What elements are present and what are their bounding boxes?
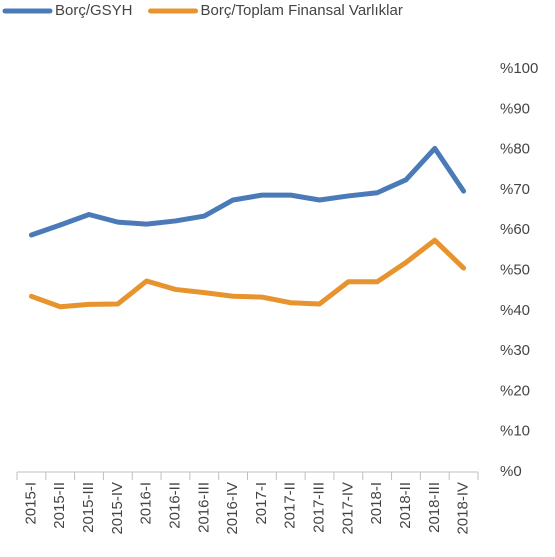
x-tick-label: 2018-IV (455, 482, 472, 535)
y-tick-label: %40 (500, 302, 530, 319)
legend-label: Borç/Toplam Finansal Varlıklar (201, 2, 403, 19)
x-tick-label: 2018-III (426, 482, 443, 533)
y-tick-label: %80 (500, 141, 530, 158)
legend-label: Borç/GSYH (55, 2, 133, 19)
x-tick-label: 2016-I (138, 482, 155, 525)
y-tick-label: %20 (500, 382, 530, 399)
x-tick-label: 2016-IV (224, 482, 241, 535)
x-tick-label: 2017-IV (339, 482, 356, 535)
x-tick-label: 2018-I (368, 482, 385, 525)
x-tick-label: 2015-III (80, 482, 97, 533)
x-tick-label: 2017-I (253, 482, 270, 525)
x-tick-label: 2017-III (311, 482, 328, 533)
series-line (28, 237, 467, 310)
x-tick-label: 2015-IV (109, 482, 126, 535)
x-tick-label: 2015-I (22, 482, 39, 525)
y-tick-label: %100 (500, 60, 538, 77)
y-tick-label: %50 (500, 261, 530, 278)
y-tick-label: %10 (500, 423, 530, 440)
y-tick-label: %90 (500, 100, 530, 117)
x-tick-label: 2015-II (51, 482, 68, 529)
y-tick-label: %70 (500, 181, 530, 198)
series-line (28, 145, 467, 238)
y-tick-label: %30 (500, 342, 530, 359)
x-tick-label: 2016-III (195, 482, 212, 533)
x-tick-label: 2017-II (282, 482, 299, 529)
x-tick-label: 2018-II (397, 482, 414, 529)
x-tick-label: 2016-II (166, 482, 183, 529)
y-tick-label: %0 (500, 463, 522, 480)
y-tick-label: %60 (500, 221, 530, 238)
